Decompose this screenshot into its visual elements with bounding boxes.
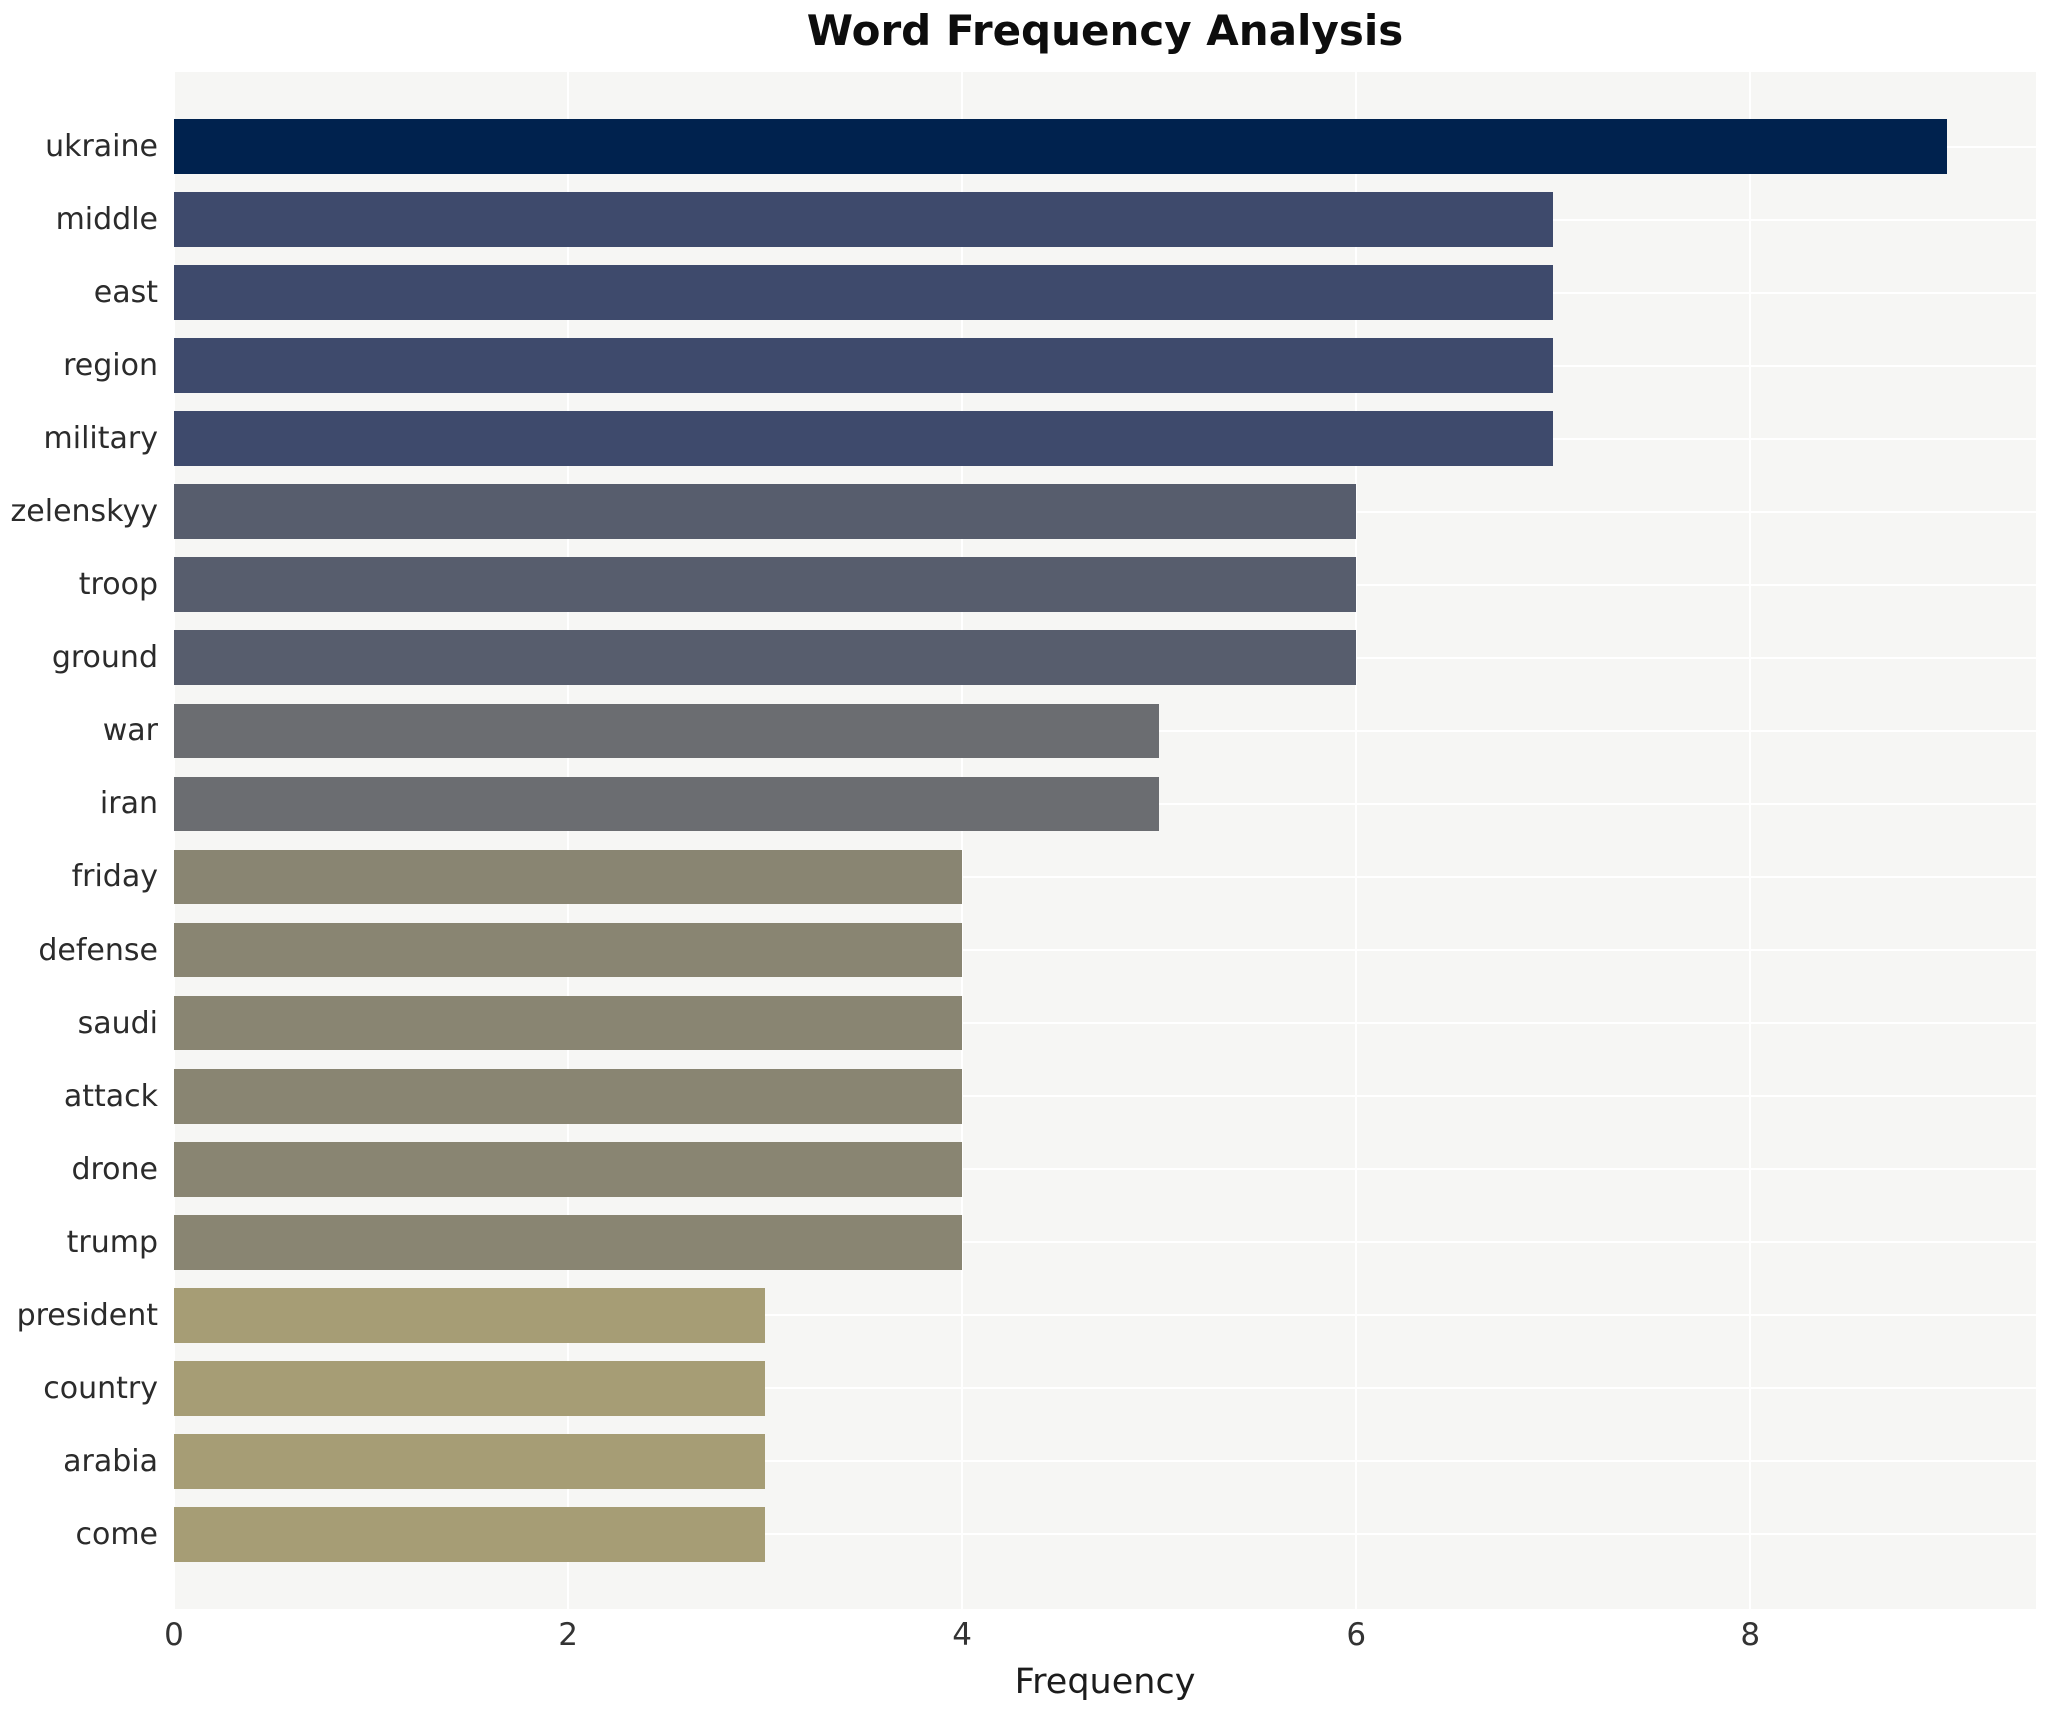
bar-row xyxy=(174,1060,2036,1133)
bar-row xyxy=(174,1352,2036,1425)
bar-row xyxy=(174,1206,2036,1279)
gridline-horizontal xyxy=(174,1387,2036,1390)
y-axis-label: saudi xyxy=(77,1005,158,1041)
bar-row xyxy=(174,621,2036,694)
gridline-horizontal xyxy=(174,949,2036,952)
y-axis-label: zelenskyy xyxy=(10,494,158,530)
x-axis-ticks: 0 2 4 6 8 xyxy=(164,1617,2036,1661)
bar xyxy=(174,1507,766,1562)
bar xyxy=(174,338,1554,394)
x-tick-label: 8 xyxy=(1740,1617,1761,1653)
bar-row xyxy=(174,548,2036,621)
bar-row xyxy=(174,914,2036,987)
bar xyxy=(174,995,963,1051)
bar xyxy=(174,776,1160,832)
bar-row xyxy=(174,183,2036,256)
bar-row xyxy=(174,1425,2036,1498)
bar-row xyxy=(174,1133,2036,1206)
gridline-vertical xyxy=(1749,72,1752,1609)
gridline-horizontal xyxy=(174,1314,2036,1317)
bar xyxy=(174,1433,766,1489)
bar-row xyxy=(174,1279,2036,1352)
bar xyxy=(174,1141,963,1197)
y-axis-label: east xyxy=(93,275,158,311)
gridline-horizontal xyxy=(174,1460,2036,1463)
bar-row xyxy=(174,402,2036,475)
bar xyxy=(174,1068,963,1124)
bar xyxy=(174,922,963,978)
gridline-vertical xyxy=(1355,72,1358,1609)
bar-rows xyxy=(174,72,2036,1609)
y-axis-label: ground xyxy=(51,640,158,676)
gridline-vertical xyxy=(567,72,570,1609)
gridline-horizontal xyxy=(174,1168,2036,1171)
y-axis-label: come xyxy=(75,1516,158,1552)
gridline-vertical xyxy=(961,72,964,1609)
y-axis-label: trump xyxy=(66,1224,158,1260)
bar-row xyxy=(174,475,2036,548)
y-axis-label: war xyxy=(102,713,158,749)
x-tick-label: 0 xyxy=(164,1617,184,1653)
y-axis-label: iran xyxy=(99,786,158,822)
bar xyxy=(174,192,1554,247)
y-axis-label: region xyxy=(63,348,158,384)
x-tick-label: 2 xyxy=(558,1617,578,1653)
bar-row xyxy=(174,987,2036,1060)
y-axis-labels: ukraine middle east region military zelenskyy… xyxy=(0,72,158,1609)
bar xyxy=(174,1214,963,1270)
y-axis-label: middle xyxy=(55,202,158,238)
y-axis-label: country xyxy=(43,1370,158,1406)
y-axis-label: drone xyxy=(71,1151,158,1187)
x-tick-label: 6 xyxy=(1346,1617,1367,1653)
bar xyxy=(174,630,1357,686)
gridline-horizontal xyxy=(174,1533,2036,1536)
bar-row xyxy=(174,1498,2036,1571)
y-axis-label: president xyxy=(16,1297,158,1333)
x-tick-label: 4 xyxy=(952,1617,973,1653)
bar-row xyxy=(174,329,2036,402)
plot-area xyxy=(173,72,2036,1609)
x-axis-title: Frequency xyxy=(1014,1662,1196,1702)
gridline-horizontal xyxy=(174,875,2036,878)
bar xyxy=(174,849,963,905)
bar-row xyxy=(174,694,2036,767)
y-axis-label: ukraine xyxy=(45,129,158,165)
bar xyxy=(174,484,1357,540)
bar-row xyxy=(174,840,2036,913)
y-axis-label: defense xyxy=(38,932,158,968)
bar xyxy=(174,119,1948,174)
bar-row xyxy=(174,256,2036,329)
y-axis-label: military xyxy=(43,421,158,457)
bar xyxy=(174,1360,766,1416)
bar xyxy=(174,703,1160,759)
bar xyxy=(174,411,1554,467)
bar xyxy=(174,265,1554,320)
gridline-horizontal xyxy=(174,1022,2036,1025)
bar xyxy=(174,1287,766,1343)
gridline-vertical xyxy=(173,72,175,1609)
gridline-horizontal xyxy=(174,1095,2036,1098)
y-axis-label: friday xyxy=(71,859,158,895)
bar-row xyxy=(174,110,2036,183)
chart-title: Word Frequency Analysis xyxy=(806,6,1404,55)
y-axis-label: arabia xyxy=(63,1443,158,1479)
bar-row xyxy=(174,767,2036,840)
y-axis-label: attack xyxy=(63,1078,158,1114)
bar xyxy=(174,557,1357,613)
gridline-horizontal xyxy=(174,1241,2036,1244)
y-axis-label: troop xyxy=(78,567,158,603)
